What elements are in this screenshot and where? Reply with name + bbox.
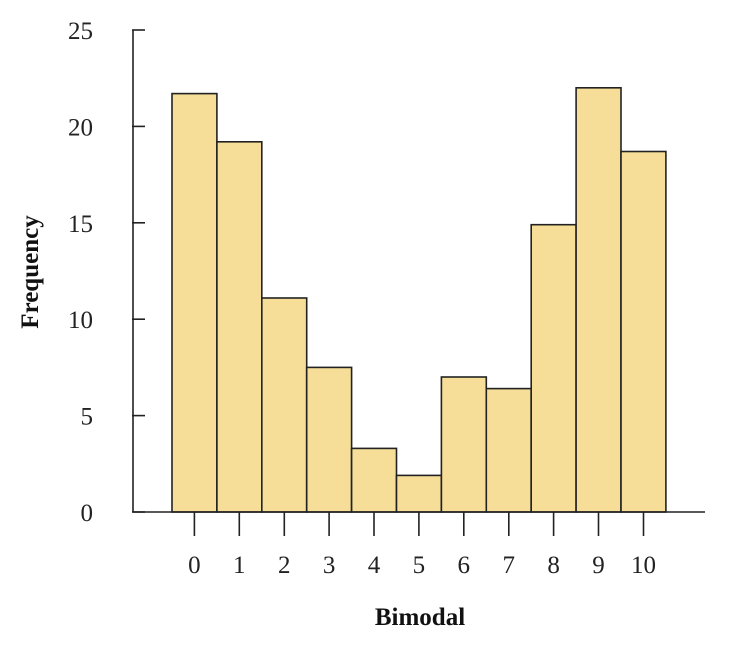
x-tick-label-10: 10 [631, 552, 656, 579]
bar-9 [575, 87, 622, 513]
x-tick-label-4: 4 [368, 552, 381, 579]
bar-1 [216, 141, 263, 513]
bars-group [171, 87, 667, 513]
bar-4 [350, 447, 398, 513]
bar-7 [485, 387, 532, 513]
x-tick-label-5: 5 [413, 552, 426, 579]
x-tick-label-7: 7 [503, 552, 516, 579]
x-tick-label-0: 0 [188, 552, 201, 579]
y-axis-title: Frequency [17, 215, 44, 329]
x-axis: 0 1 2 3 4 5 6 7 8 9 10 [133, 511, 705, 579]
bar-3 [305, 366, 353, 513]
x-axis-title: Bimodal [375, 604, 465, 631]
y-tick-label-0: 0 [81, 500, 94, 527]
bar-10 [620, 150, 667, 513]
bar-0 [171, 92, 218, 513]
bar-2 [260, 297, 308, 513]
y-tick-label-20: 20 [68, 114, 93, 141]
x-tick-label-3: 3 [323, 552, 336, 579]
x-tick-label-9: 9 [592, 552, 605, 579]
bar-6 [440, 376, 488, 513]
bar-5 [395, 474, 443, 513]
y-tick-label-5: 5 [81, 404, 94, 431]
x-tick-label-8: 8 [547, 552, 560, 579]
x-tick-label-2: 2 [278, 552, 291, 579]
bar-8 [530, 223, 577, 513]
y-tick-label-25: 25 [68, 18, 93, 45]
x-tick-label-1: 1 [233, 552, 246, 579]
y-tick-label-15: 15 [68, 211, 93, 238]
y-axis: 0 5 10 15 20 25 [68, 18, 145, 527]
x-tick-label-6: 6 [458, 552, 471, 579]
y-tick-label-10: 10 [68, 307, 93, 334]
